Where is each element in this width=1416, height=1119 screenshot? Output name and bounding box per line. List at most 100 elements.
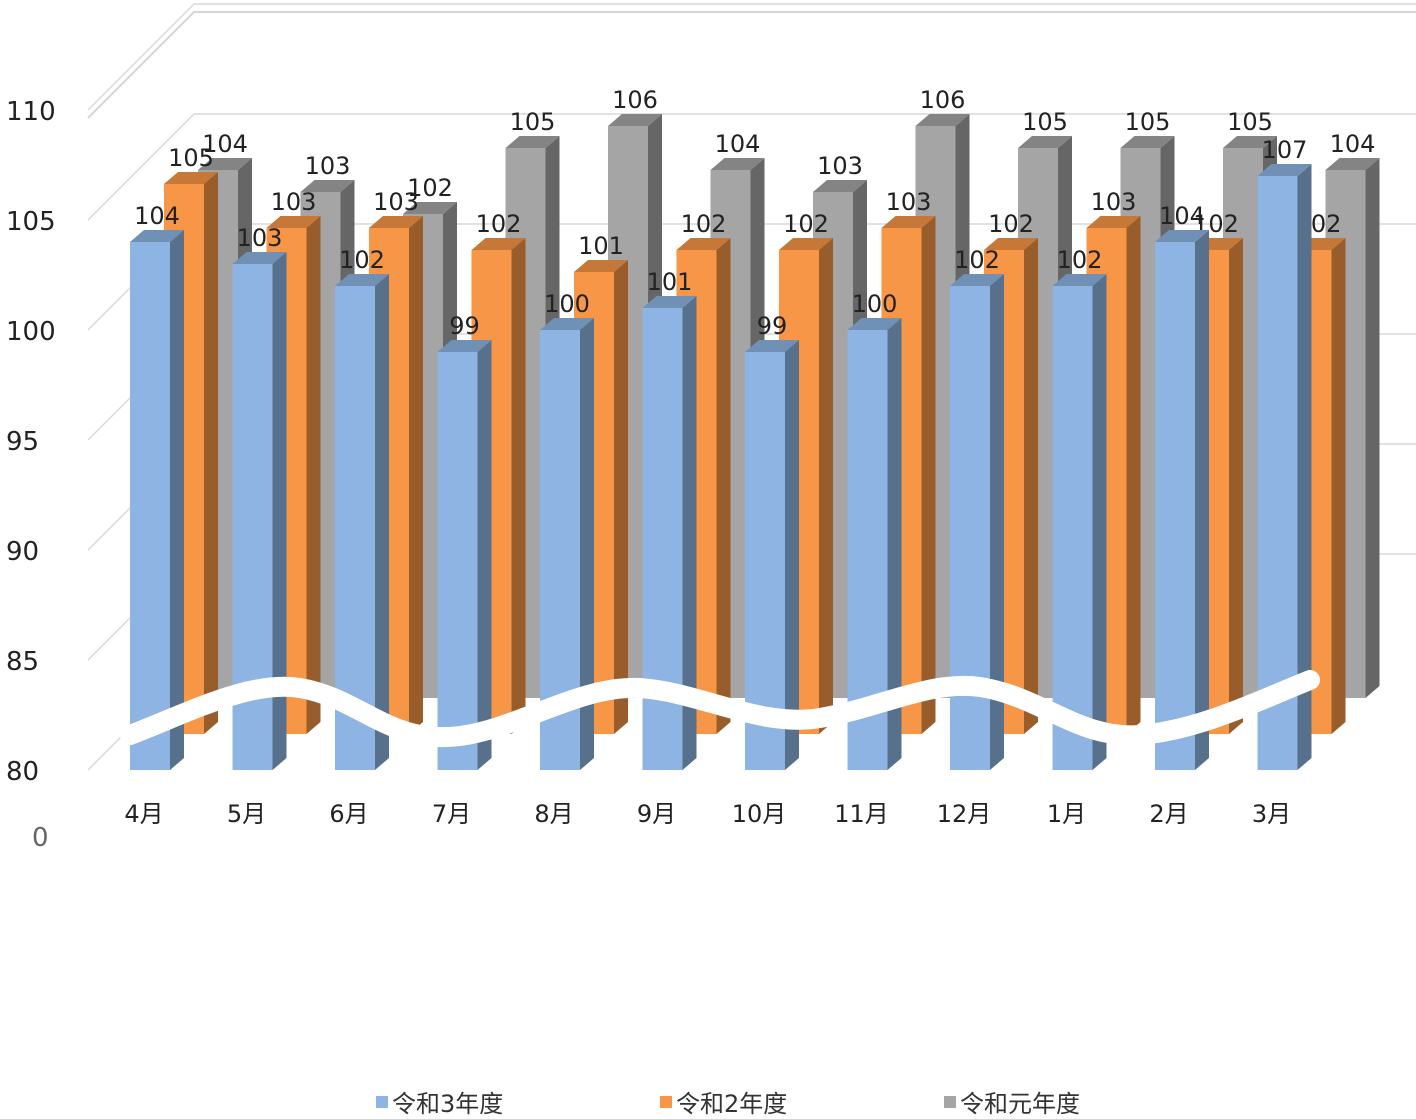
x-tick-label: 4月	[124, 800, 163, 828]
bar-side	[272, 252, 287, 770]
legend-swatch-series-2	[660, 1095, 672, 1108]
bar-top	[1086, 216, 1141, 228]
bar-side	[1092, 274, 1107, 770]
bar-face	[745, 352, 785, 770]
data-label: 102	[407, 174, 453, 202]
bar	[1155, 230, 1209, 770]
bar	[1052, 274, 1107, 770]
bar	[1257, 164, 1312, 770]
data-label: 103	[305, 152, 351, 180]
bar-side	[1297, 164, 1312, 770]
bar-top	[471, 238, 526, 250]
x-tick-label: 8月	[534, 800, 573, 828]
data-label: 106	[920, 86, 966, 114]
data-label: 103	[817, 152, 863, 180]
bar-top	[130, 230, 184, 242]
bar-side	[1365, 158, 1380, 698]
bar-top	[437, 340, 492, 352]
bar	[130, 230, 184, 770]
bar-side	[1126, 216, 1141, 734]
y-tick-label: 90	[6, 537, 39, 567]
legend-item-series-1: 令和3年度	[376, 1084, 503, 1119]
bar-top	[232, 252, 287, 264]
data-label: 104	[715, 130, 761, 158]
legend-label-series-1: 令和3年度	[392, 1090, 504, 1118]
bar-top	[403, 202, 457, 214]
y-break-label: 0	[32, 823, 49, 853]
bar-face	[1257, 176, 1298, 770]
data-label: 102	[681, 210, 727, 238]
bar-top	[1018, 136, 1072, 148]
data-label: 105	[510, 108, 556, 136]
data-label: 102	[339, 246, 385, 274]
bar-top	[505, 136, 560, 148]
x-tick-label: 10月	[732, 800, 787, 828]
x-tick-label: 1月	[1047, 800, 1086, 828]
bar-top	[1325, 158, 1380, 170]
bar-top	[676, 238, 731, 250]
bar-top	[608, 114, 662, 126]
bar-side	[375, 274, 389, 770]
data-label: 105	[168, 144, 214, 172]
bar-side	[477, 340, 492, 770]
data-label: 103	[1091, 188, 1137, 216]
bar-side	[1195, 230, 1209, 770]
legend-label-series-2: 令和2年度	[676, 1090, 788, 1118]
bar-side	[887, 318, 902, 770]
y-tick-label: 105	[6, 207, 56, 237]
data-label: 100	[852, 290, 898, 318]
data-label: 104	[134, 202, 180, 230]
bar-top	[369, 216, 423, 228]
bar-top	[813, 180, 867, 192]
data-label: 99	[757, 312, 788, 340]
data-label: 103	[886, 188, 932, 216]
bar-top	[335, 274, 389, 286]
data-label: 104	[1330, 130, 1376, 158]
data-label: 105	[1125, 108, 1171, 136]
data-label: 103	[237, 224, 283, 252]
y-tick-label: 110	[6, 97, 56, 127]
bar-side	[1229, 238, 1243, 734]
x-tick-label: 5月	[227, 800, 266, 828]
y-tick-label: 85	[6, 647, 39, 677]
data-label: 101	[647, 268, 693, 296]
bar-top	[881, 216, 936, 228]
bar-top	[984, 238, 1038, 250]
legend-label-series-3: 令和元年度	[960, 1090, 1080, 1118]
data-label: 103	[373, 188, 419, 216]
bar-face	[1155, 242, 1195, 770]
bar-side	[409, 216, 423, 734]
x-tick-label: 9月	[637, 800, 676, 828]
bar-side	[819, 238, 833, 734]
bar-side	[511, 238, 526, 734]
bar-side	[921, 216, 936, 734]
data-label: 102	[954, 246, 1000, 274]
bar-side	[716, 238, 731, 734]
bar-side	[170, 230, 184, 770]
bar-top	[1257, 164, 1312, 176]
data-label: 107	[1262, 136, 1308, 164]
data-label: 102	[988, 210, 1034, 238]
back-wall-outline	[87, 11, 1416, 119]
y-tick-label: 80	[6, 757, 39, 787]
bar-top	[540, 318, 594, 330]
data-label: 104	[202, 130, 248, 158]
bar-top	[266, 216, 321, 228]
gridline	[87, 3, 1416, 111]
legend-item-series-3: 令和元年度	[944, 1084, 1080, 1119]
x-tick-label: 6月	[329, 800, 368, 828]
bar	[335, 274, 389, 770]
bar-face	[130, 242, 170, 770]
bar-top	[1223, 136, 1277, 148]
bar-top	[1120, 136, 1175, 148]
legend: 令和3年度 令和2年度 令和元年度	[0, 1080, 1416, 1118]
x-tick-label: 3月	[1252, 800, 1291, 828]
bar-side	[1331, 238, 1346, 734]
bar-top	[710, 158, 765, 170]
bar-face	[335, 286, 375, 770]
bar	[437, 340, 492, 770]
bar-side	[682, 296, 697, 770]
x-tick-label: 12月	[937, 800, 992, 828]
data-label: 99	[449, 312, 480, 340]
